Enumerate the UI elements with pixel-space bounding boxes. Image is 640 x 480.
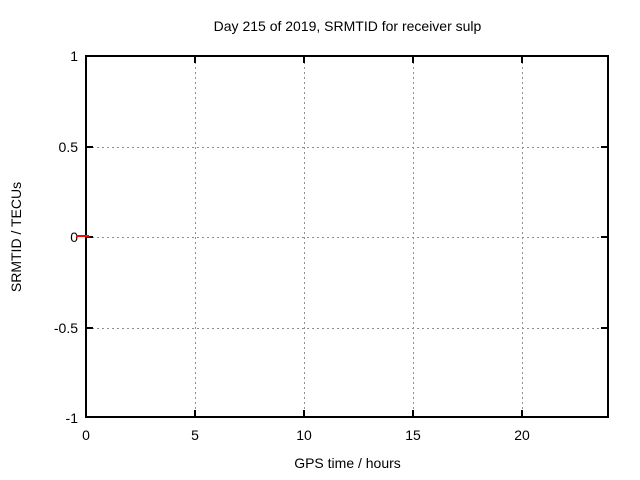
- xtick-mark: [412, 57, 414, 63]
- gridline-y-0: [87, 237, 607, 238]
- ytick-mark: [601, 327, 607, 329]
- chart-title: Day 215 of 2019, SRMTID for receiver sul…: [213, 18, 482, 34]
- xtick-label-10: 10: [296, 427, 312, 443]
- xtick-mark: [412, 410, 414, 416]
- xtick-label-15: 15: [405, 427, 421, 443]
- ytick-label-1: 1: [70, 48, 78, 64]
- xtick-mark: [303, 57, 305, 63]
- xtick-mark: [194, 57, 196, 63]
- ytick-label--0.5: -0.5: [53, 320, 78, 336]
- ytick-mark: [87, 236, 93, 238]
- gridline-y-0.5: [87, 147, 607, 148]
- xtick-label-5: 5: [191, 427, 199, 443]
- xtick-label-0: 0: [82, 427, 90, 443]
- ytick-mark: [87, 327, 93, 329]
- y-axis-label: SRMTID / TECUs: [8, 181, 24, 293]
- xtick-mark: [521, 57, 523, 63]
- ytick-label-0: 0: [70, 229, 78, 245]
- gridline-x-10: [304, 57, 305, 416]
- ytick-mark: [601, 236, 607, 238]
- xtick-mark: [303, 410, 305, 416]
- gridline-x-20: [522, 57, 523, 416]
- ytick-label--1: -1: [65, 410, 78, 426]
- gridline-x-15: [413, 57, 414, 416]
- ytick-label-0.5: 0.5: [58, 139, 78, 155]
- gridline-y--0.5: [87, 328, 607, 329]
- ytick-mark: [601, 146, 607, 148]
- xtick-mark: [194, 410, 196, 416]
- xtick-label-20: 20: [514, 427, 530, 443]
- plot-area: [85, 55, 609, 418]
- x-axis-label: GPS time / hours: [294, 455, 401, 471]
- data-trace-red: [76, 235, 89, 237]
- ytick-mark: [87, 146, 93, 148]
- gridline-x-5: [195, 57, 196, 416]
- xtick-mark: [521, 410, 523, 416]
